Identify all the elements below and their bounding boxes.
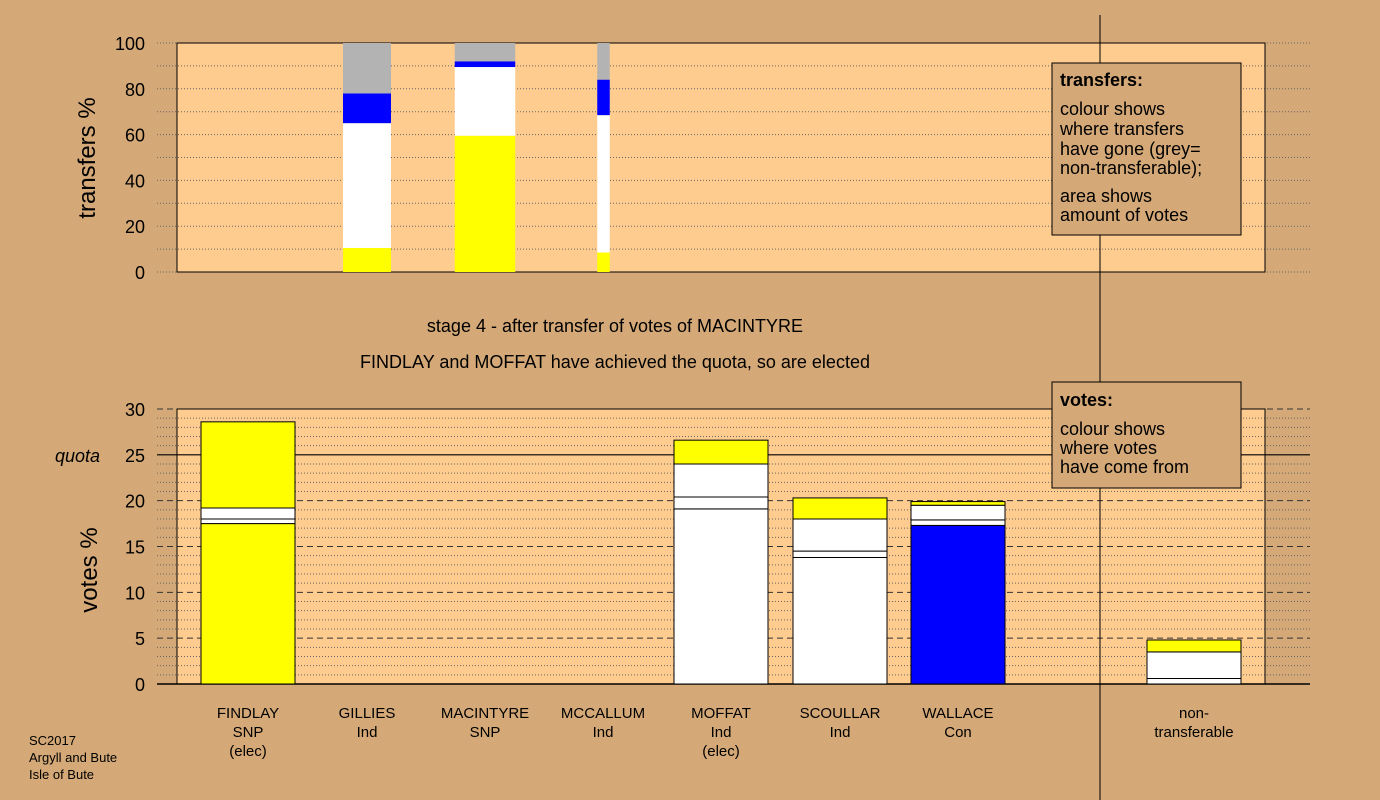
votes-y-tick-label: 25: [125, 446, 145, 466]
transfers-legend-line: where transfers: [1059, 119, 1184, 139]
candidate-label: SNP: [470, 724, 501, 741]
elected-caption: FINDLAY and MOFFAT have achieved the quo…: [360, 352, 870, 372]
transfers-plot-frame: [176, 42, 1266, 273]
votes-legend-line: have come from: [1060, 457, 1189, 477]
votes-y-tick-label: 10: [125, 583, 145, 603]
votes-legend-line: where votes: [1059, 438, 1157, 458]
transfers-y-ticks: 0 20 40 60 80 100: [115, 34, 145, 283]
votes-bars: [200, 421, 1242, 685]
vote-bar-segment: [200, 421, 296, 509]
candidate-label: Ind: [711, 724, 732, 741]
candidate-label: (elec): [702, 743, 740, 760]
candidate-label: Ind: [830, 724, 851, 741]
candidate-label: WALLACE: [922, 705, 993, 722]
vote-bar-segment: [792, 557, 888, 685]
vote-bar-segment: [673, 508, 769, 685]
transfer-bar-segment: [343, 93, 391, 124]
transfers-legend-box: [1051, 62, 1242, 236]
candidate-label: transferable: [1154, 724, 1233, 741]
transfer-bar-segment: [343, 247, 391, 272]
transfers-legend-line: colour shows: [1060, 99, 1165, 119]
transfers-y-tick-label: 40: [125, 171, 145, 191]
transfer-bar-segment: [597, 115, 610, 253]
vote-bar-segment: [1146, 651, 1242, 680]
stage-caption: stage 4 - after transfer of votes of MAC…: [427, 316, 803, 336]
votes-y-tick-label: 5: [135, 629, 145, 649]
transfers-legend-line: have gone (grey=: [1060, 139, 1201, 159]
transfers-y-axis-label: transfers %: [74, 97, 101, 218]
candidate-label: Ind: [593, 724, 614, 741]
footer-source: SC2017 Argyll and Bute Isle of Bute: [29, 733, 117, 782]
vote-bar-segment: [200, 518, 296, 525]
candidate-label: MACINTYRE: [441, 705, 529, 722]
votes-y-axis-label: votes %: [76, 527, 103, 612]
transfer-bar-segment: [343, 123, 391, 248]
transfer-bar-segment: [597, 79, 610, 116]
footer-line: Isle of Bute: [29, 767, 94, 782]
transfer-bar-segment: [597, 43, 610, 80]
transfers-legend-title: transfers:: [1060, 70, 1143, 90]
vote-bar-segment: [910, 519, 1006, 526]
vote-bar-segment: [200, 507, 296, 520]
votes-y-tick-label: 20: [125, 492, 145, 512]
transfers-y-tick-label: 100: [115, 34, 145, 54]
candidate-label: Con: [944, 724, 972, 741]
votes-y-tick-label: 15: [125, 538, 145, 558]
vote-bar-segment: [1146, 678, 1242, 685]
vote-bar-segment: [792, 550, 888, 558]
vote-bar-segment: [673, 439, 769, 465]
transfers-y-tick-label: 0: [135, 263, 145, 283]
vote-bar-segment: [910, 524, 1006, 685]
transfer-bar-segment: [454, 135, 516, 272]
transfers-y-tick-label: 20: [125, 217, 145, 237]
transfer-bar-segment: [597, 252, 610, 272]
transfer-bar-segment: [454, 61, 516, 68]
votes-legend-title: votes:: [1060, 390, 1113, 410]
transfers-y-tick-label: 60: [125, 126, 145, 146]
transfers-y-tick-label: 80: [125, 80, 145, 100]
vote-bar-segment: [910, 504, 1006, 521]
votes-y-tick-label: 0: [135, 675, 145, 695]
candidate-label: SCOULLAR: [800, 705, 881, 722]
transfers-bars: [343, 43, 610, 272]
vote-bar-segment: [673, 496, 769, 510]
votes-y-ticks: 0 5 10 15 20 25 30: [125, 400, 145, 695]
candidate-labels: FINDLAY SNP (elec) GILLIES Ind MACINTYRE SNP MC…: [217, 705, 1234, 760]
transfer-bar-segment: [454, 43, 516, 62]
votes-legend: votes: colour shows where votes have com…: [1051, 381, 1242, 489]
candidate-label: GILLIES: [339, 705, 396, 722]
transfer-bar-segment: [343, 43, 391, 94]
candidate-label: non-: [1179, 705, 1209, 722]
votes-y-tick-label: 30: [125, 400, 145, 420]
transfers-legend-line: area shows: [1060, 186, 1152, 206]
vote-bar-segment: [792, 497, 888, 520]
candidate-label: FINDLAY: [217, 705, 279, 722]
vote-bar-segment: [200, 523, 296, 685]
vote-bar-segment: [910, 501, 1006, 506]
candidate-label: MOFFAT: [691, 705, 751, 722]
footer-line: Argyll and Bute: [29, 750, 117, 765]
footer-line: SC2017: [29, 733, 76, 748]
candidate-label: (elec): [229, 743, 267, 760]
vote-bar-segment: [792, 518, 888, 552]
vote-bar-segment: [1146, 639, 1242, 653]
transfer-bar-segment: [454, 67, 516, 136]
transfers-legend: transfers: colour shows where transfers …: [1051, 62, 1242, 236]
candidate-label: SNP: [233, 724, 264, 741]
transfers-legend-line: amount of votes: [1060, 205, 1188, 225]
quota-label: quota: [55, 446, 100, 466]
candidate-label: MCCALLUM: [561, 705, 645, 722]
candidate-label: Ind: [357, 724, 378, 741]
votes-legend-line: colour shows: [1060, 419, 1165, 439]
votes-legend-box: [1051, 381, 1242, 489]
transfers-legend-line: non-transferable);: [1060, 158, 1202, 178]
vote-bar-segment: [673, 463, 769, 498]
